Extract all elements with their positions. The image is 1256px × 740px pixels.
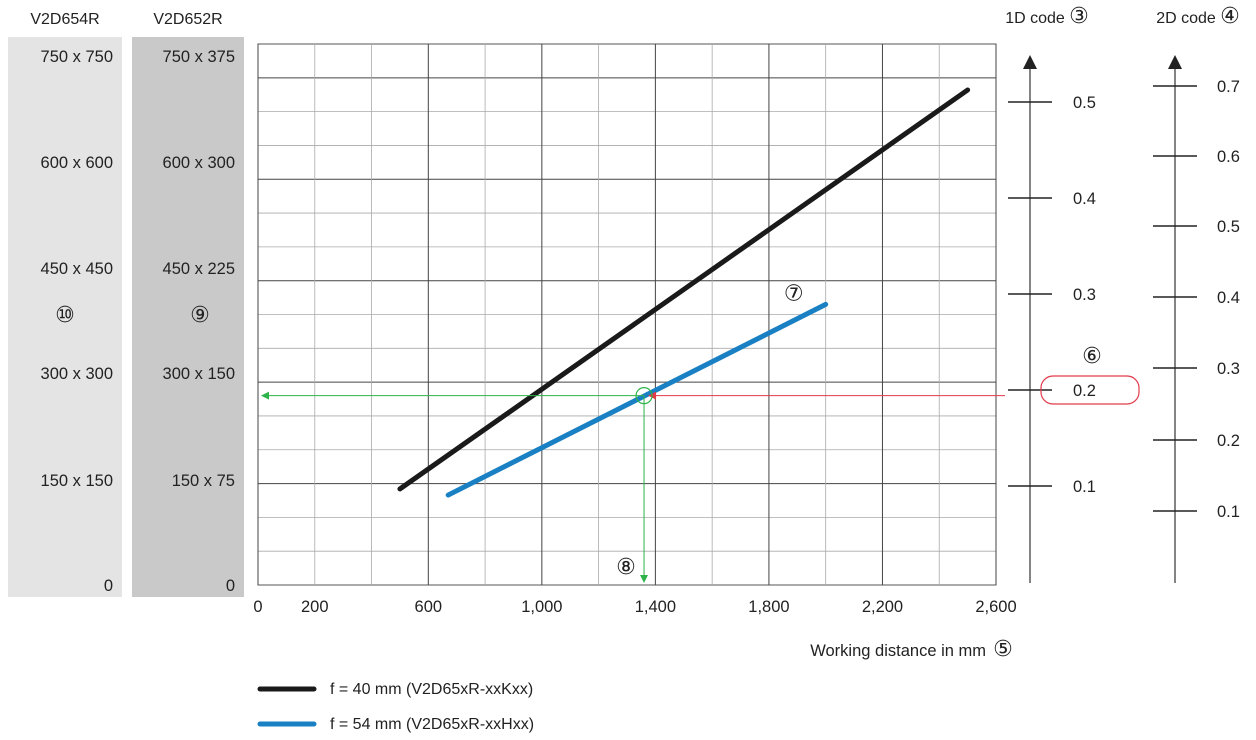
scale-2d-tick-label: 0.7 [1217,78,1240,96]
fov-label: 150 x 75 [172,472,235,490]
fov-column-V2D654R [8,37,122,597]
scale-2d-tick-label: 0.2 [1217,432,1240,450]
x-axis-marker: ⑤ [993,636,1013,661]
scale-1d-tick-label: 0.2 [1073,382,1096,400]
scale-1d-marker: ③ [1069,3,1089,28]
fov-label: 150 x 150 [41,472,113,490]
scale-1d-arrowhead [1023,55,1037,69]
fov-column-marker: ⑩ [55,302,75,327]
scale-1d-tick-label: 0.5 [1073,94,1096,112]
legend-label: f = 40 mm (V2D65xR-xxKxx) [330,681,533,698]
series-line [397,87,971,492]
example-distance-marker: ⑧ [616,554,636,579]
scale-2d-arrowhead [1168,55,1182,69]
fov-column-title: V2D652R [153,11,222,28]
fov-label: 600 x 600 [41,154,113,172]
x-tick-label: 2,600 [975,598,1016,616]
x-tick-label: 600 [415,598,443,616]
example-intersection [635,387,653,405]
scale-2d-tick-label: 0.1 [1217,503,1240,521]
x-tick-label: 0 [253,598,262,616]
x-tick-label: 2,200 [862,598,903,616]
fov-label: 600 x 300 [163,154,235,172]
scale-2d-tick-label: 0.6 [1217,148,1240,166]
fov-label: 450 x 450 [41,260,113,278]
x-tick-label: 1,400 [635,598,676,616]
fov-label: 750 x 750 [41,48,113,66]
fov-label: 750 x 375 [163,48,235,66]
scale-1d-title: 1D code [1005,10,1065,27]
fov-label: 0 [226,577,235,595]
series-marker: ⑦ [784,280,804,305]
scale-2d-marker: ④ [1220,3,1240,28]
scale-2d-tick-label: 0.3 [1217,360,1240,378]
scale-1d-tick-label: 0.4 [1073,190,1096,208]
scale-1d-tick-label: 0.1 [1073,478,1096,496]
fov-label: 0 [104,577,113,595]
scale-1d-highlight [1040,375,1140,405]
fov-label: 300 x 150 [163,365,235,383]
scale-1d-highlight-marker: ⑥ [1082,343,1102,368]
scale-2d-tick-label: 0.5 [1217,218,1240,236]
fov-column-marker: ⑨ [190,302,210,327]
legend-label: f = 54 mm (V2D65xR-xxHxx) [330,716,534,733]
x-tick-label: 1,800 [748,598,789,616]
fov-column-V2D652R [132,37,244,597]
scale-2d-tick-label: 0.4 [1217,289,1240,307]
scale-2d-title: 2D code [1156,10,1216,27]
x-axis-title: Working distance in mm [810,642,986,660]
x-tick-label: 1,000 [521,598,562,616]
x-tick-label: 200 [301,598,329,616]
scale-1d-tick-label: 0.3 [1073,286,1096,304]
fov-label: 300 x 300 [41,365,113,383]
fov-label: 450 x 225 [163,260,235,278]
fov-column-title: V2D654R [30,11,99,28]
